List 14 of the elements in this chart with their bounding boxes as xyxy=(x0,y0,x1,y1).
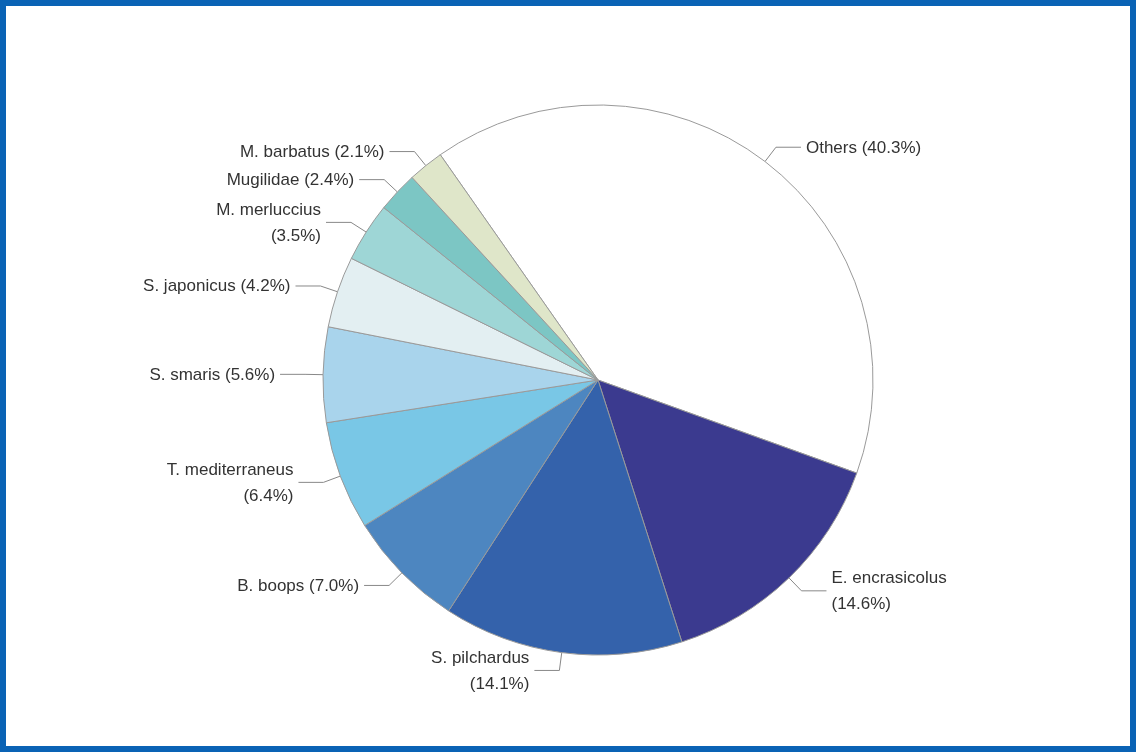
slice-label: M. barbatus (2.1%) xyxy=(239,142,385,162)
slice-label: Mugilidae (2.4%) xyxy=(226,170,355,190)
data-label: (6.4%) xyxy=(243,485,294,505)
slice-label: S. pilchardus xyxy=(431,647,530,667)
slice-label: S. japonicus (4.2%) xyxy=(143,276,291,296)
data-label: (14.1%) xyxy=(469,673,530,693)
slice-label: B. boops (7.0%) xyxy=(237,575,360,595)
data-label: (14.6%) xyxy=(831,594,891,614)
slice-label: E. encrasicolus xyxy=(831,568,947,588)
slice-label: S. smaris (5.6%) xyxy=(149,364,276,384)
slice-label: M. merluccius xyxy=(216,199,322,219)
data-label: (3.5%) xyxy=(270,225,322,245)
slice-label: Others (40.3%) xyxy=(805,137,922,157)
slice-label: T. mediterraneus xyxy=(166,459,294,479)
